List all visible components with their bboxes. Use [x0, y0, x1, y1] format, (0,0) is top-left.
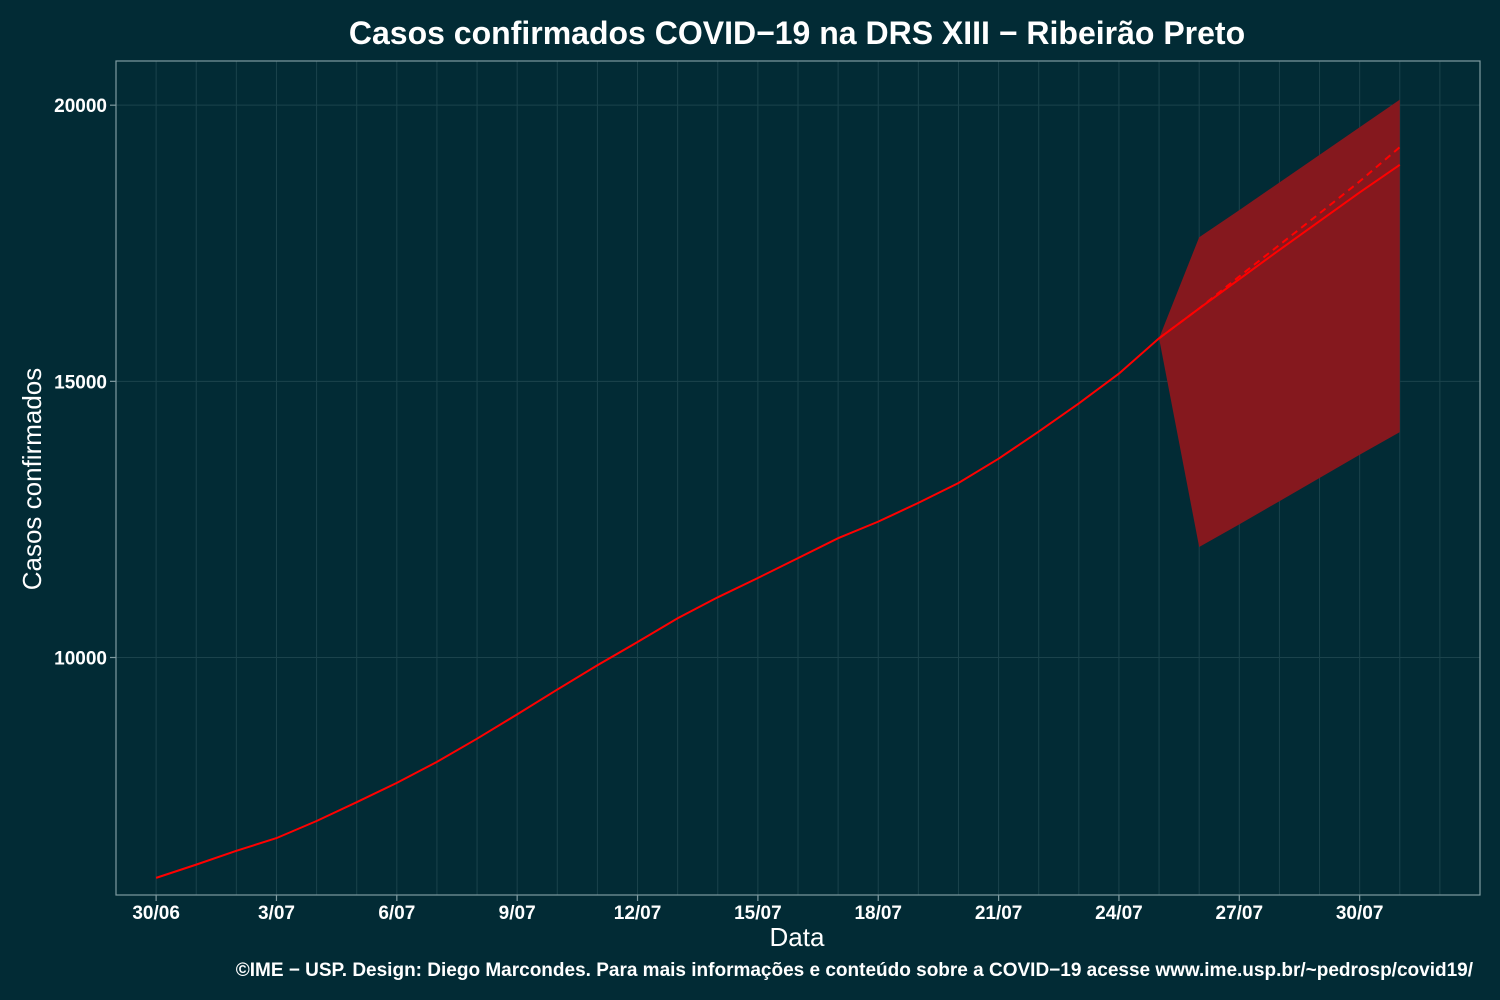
forecast-band: [1159, 99, 1400, 548]
series-lines: [155, 146, 1401, 879]
x-tick-label: 3/07: [258, 903, 295, 924]
x-tick-label: 9/07: [499, 903, 536, 924]
x-tick-label: 21/07: [975, 903, 1023, 924]
y-tick-label: 15000: [54, 372, 107, 393]
y-tick-label: 10000: [54, 649, 107, 670]
y-tick-label: 20000: [54, 96, 107, 117]
x-tick-label: 27/07: [1216, 903, 1264, 924]
x-tick-label: 6/07: [378, 903, 415, 924]
x-tick-label: 24/07: [1095, 903, 1143, 924]
x-tick-label: 18/07: [854, 903, 902, 924]
x-tick-label: 15/07: [734, 903, 782, 924]
forecast-line-central: [1158, 164, 1401, 340]
plot-frame: [115, 60, 1481, 896]
x-tick-label: 12/07: [614, 903, 662, 924]
observed-line: [155, 337, 1160, 879]
x-axis-ticks: 30/06 3/07 6/07 9/07 12/07 15/07 18/07 21/07 24/…: [132, 895, 1383, 924]
y-axis-ticks: 10000 15000 20000: [54, 96, 116, 670]
x-tick-label: 30/07: [1336, 903, 1384, 924]
y-axis-title: Casos confirmados: [17, 368, 47, 591]
chart-title: Casos confirmados COVID−19 na DRS XIII −…: [349, 15, 1245, 51]
x-tick-label: 30/06: [132, 903, 180, 924]
caption: ©IME − USP. Design: Diego Marcondes. Par…: [236, 960, 1474, 981]
forecast-band-group: [1159, 99, 1400, 548]
x-axis-title: Data: [770, 922, 825, 952]
